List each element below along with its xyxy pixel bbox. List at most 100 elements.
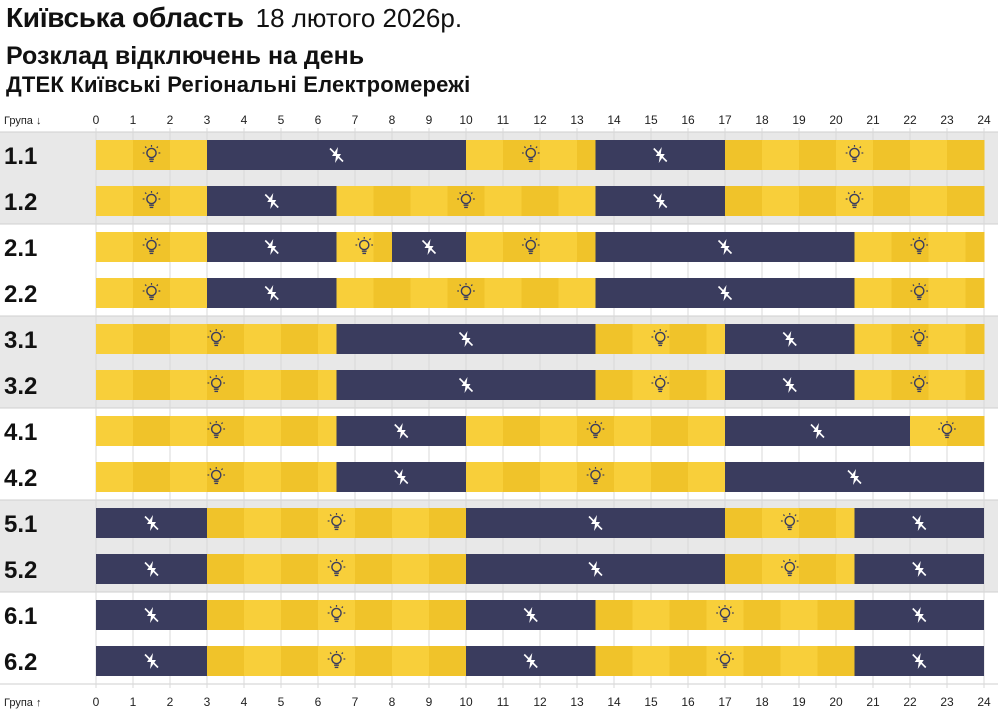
power-on-segment xyxy=(743,600,781,630)
tick-label-top: 11 xyxy=(497,113,510,127)
power-on-segment xyxy=(281,554,319,584)
power-on-segment xyxy=(632,646,670,676)
power-on-segment xyxy=(688,416,726,446)
no-power-icon xyxy=(810,423,825,439)
power-on-segment xyxy=(207,646,245,676)
power-on-segment xyxy=(688,462,726,492)
power-on-segment xyxy=(318,508,356,538)
power-on-segment xyxy=(928,278,966,308)
lightbulb-icon xyxy=(327,651,346,669)
no-power-icon xyxy=(144,561,159,577)
power-on-segment xyxy=(318,416,337,446)
no-power-icon xyxy=(264,239,279,255)
power-on-segment xyxy=(762,508,800,538)
no-power-icon xyxy=(912,607,927,623)
no-power-icon xyxy=(653,147,668,163)
power-on-segment xyxy=(373,232,393,262)
power-on-segment xyxy=(614,462,652,492)
tick-label-top: 17 xyxy=(718,113,732,127)
power-on-segment xyxy=(725,554,763,584)
tick-label-bottom: 8 xyxy=(389,695,396,709)
tick-label-bottom: 7 xyxy=(352,695,359,709)
power-on-segment xyxy=(854,278,892,308)
power-on-segment xyxy=(873,186,911,216)
lightbulb-icon xyxy=(845,191,864,209)
power-on-segment xyxy=(910,140,948,170)
tick-label-top: 4 xyxy=(241,113,248,127)
power-on-segment xyxy=(521,278,559,308)
tick-label-bottom: 20 xyxy=(829,695,843,709)
group-label: 1.2 xyxy=(4,189,37,216)
power-on-segment xyxy=(484,186,522,216)
group-label: 4.2 xyxy=(4,465,37,492)
power-on-segment xyxy=(133,416,171,446)
lightbulb-icon xyxy=(910,329,929,347)
no-power-icon xyxy=(717,285,733,301)
power-on-segment xyxy=(133,324,171,354)
power-on-segment xyxy=(281,462,319,492)
no-power-icon xyxy=(588,515,603,531)
power-on-segment xyxy=(244,554,282,584)
power-on-segment xyxy=(577,232,596,262)
power-on-segment xyxy=(336,186,374,216)
group-label: 2.1 xyxy=(4,235,37,262)
power-on-segment xyxy=(244,324,282,354)
power-on-segment xyxy=(170,232,208,262)
tick-label-top: 20 xyxy=(829,113,843,127)
power-on-segment xyxy=(244,370,282,400)
power-on-segment xyxy=(910,416,948,446)
tick-label-top: 6 xyxy=(315,113,322,127)
power-on-segment xyxy=(429,600,467,630)
power-on-segment xyxy=(336,278,374,308)
tick-label-top: 23 xyxy=(940,113,954,127)
lightbulb-icon xyxy=(457,283,475,301)
no-power-icon xyxy=(264,285,279,301)
power-on-segment xyxy=(466,140,504,170)
power-on-segment xyxy=(558,186,596,216)
power-on-segment xyxy=(503,416,541,446)
power-on-segment xyxy=(965,324,985,354)
power-on-segment xyxy=(836,554,855,584)
no-power-icon xyxy=(847,469,862,485)
power-on-segment xyxy=(244,416,282,446)
power-on-segment xyxy=(244,508,282,538)
lightbulb-icon xyxy=(651,329,670,347)
power-on-segment xyxy=(706,370,726,400)
power-on-segment xyxy=(392,646,430,676)
power-on-segment xyxy=(207,416,245,446)
axis-header-bottom: Група ↑ xyxy=(4,697,41,709)
power-on-segment xyxy=(854,370,892,400)
power-on-segment xyxy=(836,140,874,170)
tick-label-bottom: 18 xyxy=(755,695,769,709)
power-on-segment xyxy=(410,278,448,308)
group-label: 6.2 xyxy=(4,649,37,676)
power-on-segment xyxy=(669,646,707,676)
power-on-segment xyxy=(355,554,393,584)
tick-label-top: 3 xyxy=(204,113,211,127)
lightbulb-icon xyxy=(716,651,734,669)
no-power-icon xyxy=(394,469,409,485)
power-on-segment xyxy=(170,370,208,400)
power-on-segment xyxy=(854,232,892,262)
power-on-segment xyxy=(706,646,744,676)
power-on-segment xyxy=(466,232,504,262)
no-power-icon xyxy=(458,377,474,393)
power-on-segment xyxy=(96,186,134,216)
power-on-segment xyxy=(281,324,319,354)
tick-label-bottom: 11 xyxy=(497,695,510,709)
lightbulb-icon xyxy=(716,605,734,623)
power-on-segment xyxy=(891,232,929,262)
power-on-segment xyxy=(207,600,245,630)
lightbulb-icon xyxy=(327,513,346,531)
power-on-segment xyxy=(96,324,134,354)
lightbulb-icon xyxy=(142,283,161,301)
power-on-segment xyxy=(96,416,134,446)
power-on-segment xyxy=(244,600,282,630)
no-power-icon xyxy=(144,515,159,531)
tick-label-bottom: 19 xyxy=(792,695,806,709)
power-on-segment xyxy=(355,508,393,538)
tick-label-top: 9 xyxy=(426,113,433,127)
power-on-segment xyxy=(780,646,818,676)
power-on-segment xyxy=(318,554,356,584)
tick-label-top: 19 xyxy=(792,113,806,127)
